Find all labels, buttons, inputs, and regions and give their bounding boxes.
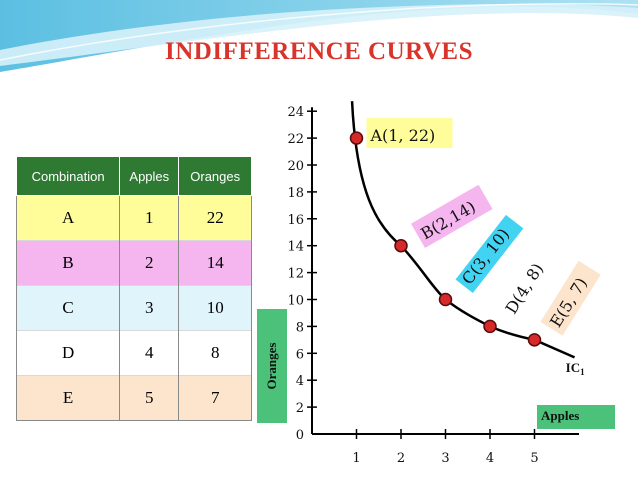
cell-apples: 3 bbox=[119, 285, 180, 331]
table-header-row: Combination Apples Oranges bbox=[15, 156, 252, 196]
point-label-group: E(5, 7) bbox=[540, 260, 601, 336]
table-row: B 2 14 bbox=[15, 240, 252, 286]
y-tick-label: 10 bbox=[287, 294, 304, 309]
cell-combination: E bbox=[15, 375, 121, 421]
point-label-bg bbox=[455, 214, 524, 294]
point-label-group: B(2,14) bbox=[411, 184, 493, 248]
data-point-marker bbox=[349, 131, 364, 145]
x-tick-label: 5 bbox=[530, 451, 538, 466]
x-axis-label-box: Apples bbox=[537, 405, 615, 429]
y-tick-label: 22 bbox=[287, 132, 304, 147]
cell-apples: 1 bbox=[119, 195, 180, 241]
y-tick-label: 6 bbox=[296, 347, 304, 362]
y-tick-label: 12 bbox=[287, 267, 304, 282]
data-point-marker bbox=[394, 238, 408, 253]
y-axis-label-box: Oranges bbox=[257, 309, 287, 423]
cell-combination: B bbox=[15, 240, 121, 286]
cell-oranges: 7 bbox=[178, 375, 252, 421]
table-row: C 3 10 bbox=[15, 285, 252, 331]
indifference-curve bbox=[350, 101, 576, 359]
point-label-bg bbox=[411, 184, 493, 248]
x-axis-label: Apples bbox=[541, 408, 580, 423]
x-tick-label: 3 bbox=[441, 451, 449, 466]
data-point-marker bbox=[483, 319, 497, 334]
combination-table: Combination Apples Oranges A 1 22 B 2 14… bbox=[15, 156, 252, 421]
point-label-bg bbox=[496, 245, 558, 323]
y-tick-label: 18 bbox=[287, 186, 304, 201]
data-point-marker bbox=[438, 292, 453, 307]
point-label: A(1, 22) bbox=[370, 126, 436, 145]
cell-oranges: 14 bbox=[178, 240, 252, 286]
cell-oranges: 10 bbox=[178, 285, 252, 331]
cell-combination: C bbox=[15, 285, 121, 331]
table-row: D 4 8 bbox=[15, 330, 252, 376]
data-point-marker bbox=[527, 333, 542, 347]
cell-apples: 2 bbox=[119, 240, 180, 286]
table-row: A 1 22 bbox=[15, 195, 252, 241]
cell-apples: 5 bbox=[119, 375, 180, 421]
point-label-group: A(1, 22) bbox=[366, 118, 453, 149]
cell-oranges: 22 bbox=[178, 195, 252, 241]
point-label-bg bbox=[540, 260, 601, 336]
y-tick-label: 16 bbox=[287, 213, 304, 228]
table-row: E 5 7 bbox=[15, 375, 252, 421]
point-label: C(3, 10) bbox=[458, 225, 513, 288]
y-axis-label: Oranges bbox=[264, 342, 279, 390]
y-tick-label: 0 bbox=[296, 428, 304, 443]
x-tick-label: 1 bbox=[352, 451, 360, 466]
header-combination: Combination bbox=[15, 156, 121, 196]
y-tick-label: 24 bbox=[287, 105, 304, 120]
y-tick-label: 20 bbox=[287, 159, 304, 174]
cell-oranges: 8 bbox=[178, 330, 252, 376]
y-tick-label: 2 bbox=[296, 401, 304, 416]
cell-apples: 4 bbox=[119, 330, 180, 376]
header-swoosh bbox=[0, 0, 638, 72]
y-tick-label: 14 bbox=[287, 240, 304, 255]
curve-label: IC1 bbox=[566, 360, 585, 377]
point-label-bg bbox=[366, 118, 453, 149]
y-tick-label: 4 bbox=[296, 374, 304, 389]
x-tick-label: 4 bbox=[486, 451, 494, 466]
header-swoosh-line bbox=[0, 3, 638, 61]
y-tick-label: 8 bbox=[296, 320, 304, 335]
cell-combination: D bbox=[15, 330, 121, 376]
page-title: INDIFFERENCE CURVES bbox=[165, 38, 473, 65]
cell-combination: A bbox=[15, 195, 121, 241]
header-apples: Apples bbox=[119, 156, 180, 196]
header-oranges: Oranges bbox=[178, 156, 252, 196]
x-tick-label: 2 bbox=[397, 451, 405, 466]
